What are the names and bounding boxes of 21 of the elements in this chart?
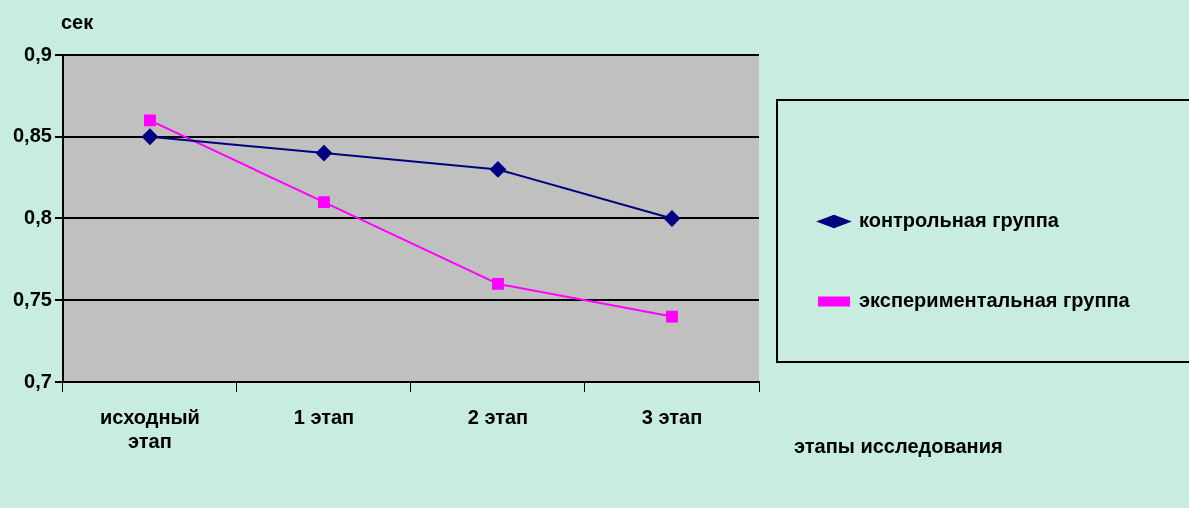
point [492, 277, 504, 290]
x-axis-title: этапы исследования [794, 434, 1003, 457]
x-tick-label: 1 этап [293, 405, 355, 428]
y-tick-label: 0,8 [24, 206, 52, 229]
legend-label: контрольная группа [859, 209, 1060, 232]
y-tick-label: 0,7 [24, 369, 52, 392]
point [315, 145, 332, 162]
x-tick-label: исходный этап [99, 405, 200, 452]
point [143, 114, 156, 127]
point [141, 128, 158, 145]
y-tick-label: 0,85 [12, 124, 52, 147]
point [666, 310, 678, 323]
y-tick-label: 0,75 [12, 287, 52, 310]
point [663, 210, 680, 227]
x-tick-label: 3 этап [641, 405, 703, 428]
point [318, 196, 330, 209]
legend-label: экспериментальная группа [859, 289, 1131, 312]
y-axis-title: сек [60, 10, 95, 33]
point [489, 161, 506, 178]
y-tick-label: 0,9 [24, 42, 52, 65]
x-tick-label: 2 этап [467, 405, 529, 428]
